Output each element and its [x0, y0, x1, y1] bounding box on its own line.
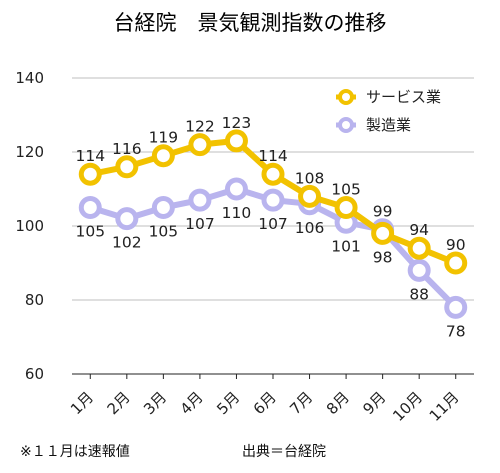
source-note: 出典＝台経院: [242, 444, 326, 460]
data-point: [407, 258, 431, 282]
data-point: [188, 133, 212, 157]
data-point: [115, 207, 139, 231]
x-tick-label: 7月: [286, 388, 316, 418]
data-point: [224, 129, 248, 153]
legend-swatch-marker: [338, 117, 354, 133]
y-tick-label: 60: [25, 365, 44, 383]
data-label: 114: [258, 147, 288, 165]
x-tick-label: 2月: [104, 388, 134, 418]
data-label: 110: [222, 204, 252, 222]
data-label: 107: [258, 215, 288, 233]
data-point: [261, 162, 285, 186]
y-axis-ticks: 60 80 100 120 140: [15, 69, 44, 383]
data-label: 101: [331, 237, 361, 255]
x-tick-label: 3月: [140, 388, 170, 418]
data-point: [151, 144, 175, 168]
data-point: [115, 155, 139, 179]
grid-lines: [72, 77, 474, 375]
data-label: 114: [75, 147, 105, 165]
x-tick-label: 6月: [250, 388, 280, 418]
x-tick-label: 9月: [359, 388, 389, 418]
data-label: 94: [409, 221, 429, 239]
data-label: 90: [446, 236, 466, 254]
x-tick-label: 11月: [426, 388, 463, 425]
data-label: 123: [222, 114, 252, 132]
legend-label: サービス業: [366, 88, 441, 106]
data-labels: 114 116 119 122 123 114 108 105 98 94 90 105 102 105 1…: [75, 114, 466, 340]
x-tick-label: 4月: [177, 388, 207, 418]
x-tick-label: 8月: [323, 388, 353, 418]
footnote: ※１１月は速報値: [20, 444, 130, 460]
data-label: 106: [295, 219, 325, 237]
x-tick-label: 1月: [67, 388, 97, 418]
data-point: [371, 221, 395, 245]
x-tick-label: 10月: [389, 388, 426, 425]
data-point: [444, 295, 468, 319]
legend-swatch-marker: [338, 89, 354, 105]
legend-label: 製造業: [366, 116, 411, 134]
data-label: 88: [409, 285, 429, 303]
y-tick-label: 100: [15, 217, 44, 235]
data-point: [224, 177, 248, 201]
y-tick-label: 120: [15, 143, 44, 161]
series-lines: [78, 129, 468, 319]
data-point: [188, 188, 212, 212]
data-point: [334, 196, 358, 219]
y-tick-label: 80: [25, 291, 44, 309]
data-label: 108: [295, 169, 325, 187]
data-label: 119: [149, 129, 179, 147]
data-point: [151, 196, 175, 219]
y-tick-label: 140: [15, 69, 44, 87]
data-label: 122: [185, 118, 215, 136]
data-point: [298, 184, 322, 208]
data-label: 98: [373, 248, 393, 266]
data-label: 99: [373, 203, 393, 221]
data-point: [444, 251, 468, 275]
data-label: 105: [331, 181, 361, 199]
data-label: 105: [75, 223, 105, 241]
data-label: 78: [446, 322, 466, 340]
data-label: 116: [112, 140, 142, 158]
data-point: [261, 188, 285, 212]
data-point: [407, 236, 431, 260]
x-tick-label: 5月: [213, 388, 243, 418]
x-axis-ticks: 1月 2月 3月 4月 5月 6月 7月 8月 9月 10月 11月: [67, 374, 463, 425]
data-point: [78, 162, 102, 186]
data-label: 102: [112, 234, 142, 252]
chart-title: 台経院 景気観測指数の推移: [114, 11, 387, 35]
data-point: [78, 196, 102, 219]
data-label: 105: [149, 223, 179, 241]
data-label: 107: [185, 215, 215, 233]
